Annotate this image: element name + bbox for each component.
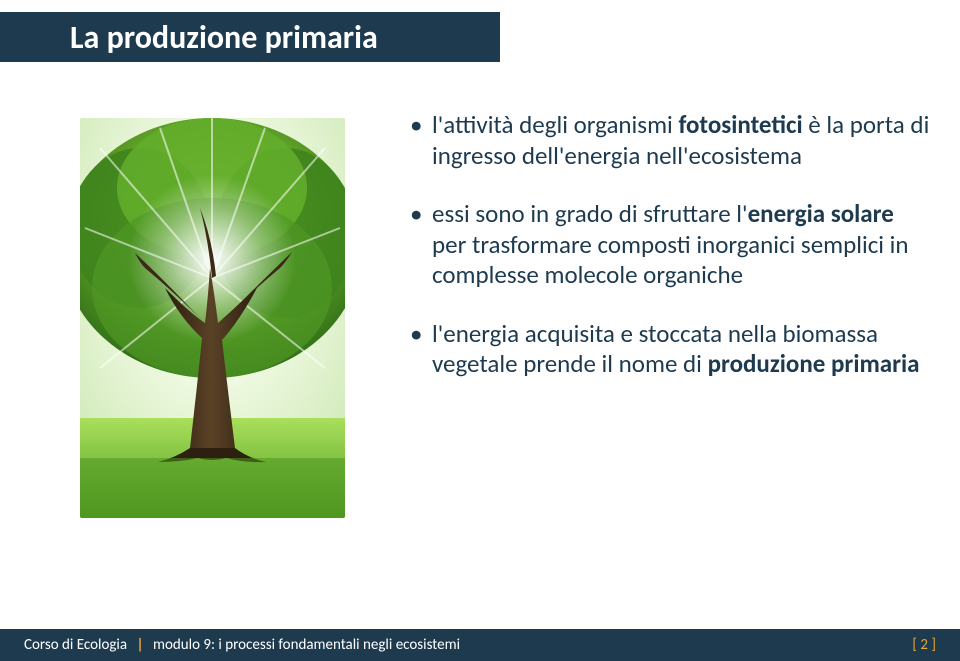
slide-title: La produzione primaria <box>70 18 378 57</box>
footer-left: Corso di Ecologia | modulo 9: i processi… <box>24 636 460 654</box>
content-area: l'attività degli organismi fotosintetici… <box>410 110 930 408</box>
tree-illustration <box>80 118 345 518</box>
tree-image <box>80 118 345 518</box>
bullet-1-bold: fotosintetici <box>678 109 802 140</box>
bullet-1-pre: l'attività degli organismi <box>432 109 678 140</box>
bullet-list: l'attività degli organismi fotosintetici… <box>410 110 930 380</box>
bullet-2: essi sono in grado di sfruttare l'energi… <box>410 199 930 291</box>
bullet-1: l'attività degli organismi fotosintetici… <box>410 110 930 171</box>
bullet-2-pre: essi sono in grado di sfruttare l' <box>432 198 748 229</box>
bullet-2-bold: energia solare <box>748 198 894 229</box>
bullet-3: l'energia acquisita e stoccata nella bio… <box>410 319 930 380</box>
footer-separator: | <box>136 636 143 654</box>
title-bar: La produzione primaria <box>0 12 500 62</box>
footer-page-number: [ 2 ] <box>912 636 936 654</box>
footer-course: Corso di Ecologia <box>24 636 127 654</box>
bullet-2-mid: per trasformare composti inorganici semp… <box>432 229 909 291</box>
footer-module: modulo 9: i processi fondamentali negli … <box>153 636 460 654</box>
slide: La produzione primaria <box>0 0 960 661</box>
bullet-3-bold: produzione primaria <box>708 348 920 379</box>
footer-bar: Corso di Ecologia | modulo 9: i processi… <box>0 629 960 661</box>
